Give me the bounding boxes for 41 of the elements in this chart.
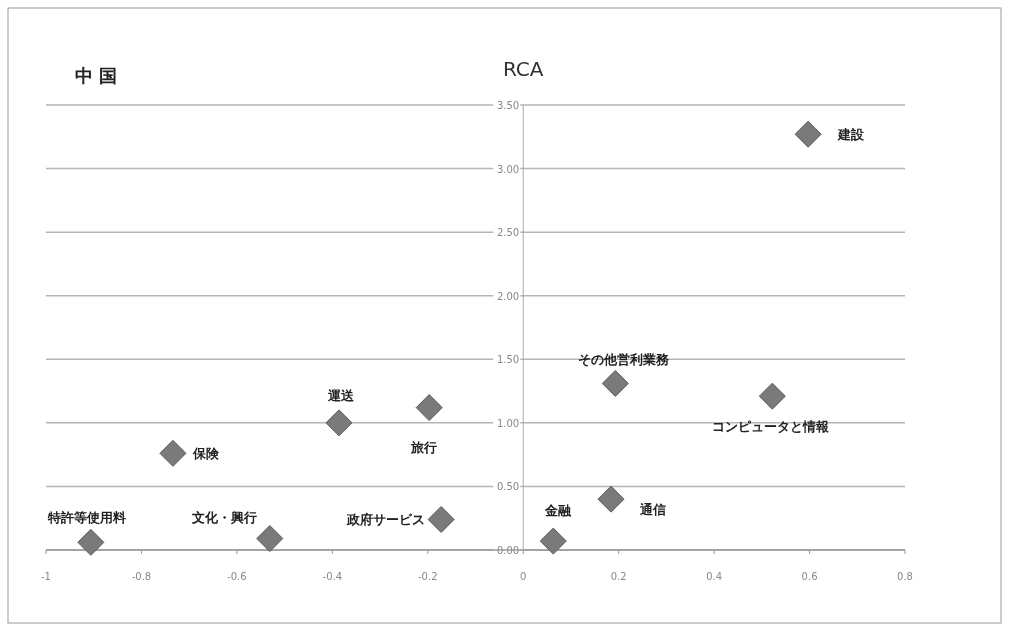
x-tick-label: -0.4 [322, 571, 343, 582]
x-tick-label: 0 [520, 571, 527, 582]
x-tick-label: -0.2 [418, 571, 438, 582]
annotation: 保険 [191, 446, 220, 462]
annotation: その他営利業務 [578, 352, 671, 368]
point [415, 394, 443, 422]
y-tick-label: 1.50 [496, 354, 520, 366]
point [77, 528, 105, 556]
y-tick-label: 2.50 [496, 227, 520, 239]
point [159, 439, 187, 467]
annotation: 政府サービス [346, 512, 426, 528]
annotation: 建設 [837, 127, 866, 143]
point [597, 485, 625, 513]
x-tick-label: -0.6 [227, 571, 247, 582]
y-tick-label: 3.00 [496, 163, 520, 175]
annotation: 通信 [639, 502, 667, 518]
point [758, 382, 786, 410]
x-tick-label: 0.6 [801, 571, 818, 582]
point [539, 527, 567, 555]
annotation: 金融 [544, 503, 573, 519]
annotation: 運送 [327, 387, 356, 403]
point [427, 505, 455, 533]
y-axis-title: RCA [502, 57, 544, 81]
y-tick-label: 1.00 [496, 417, 520, 429]
x-tick-label: -1 [41, 571, 51, 582]
annotation: 文化・興行 [190, 509, 257, 525]
x-tick-label: 0.8 [897, 571, 913, 582]
x-tick-label: -0.8 [131, 571, 152, 582]
annotation: 特許等使用料 [46, 510, 126, 526]
point [601, 369, 629, 397]
annotation: コンピュータと情報 [712, 419, 831, 435]
y-tick-label: 0.50 [496, 481, 520, 493]
point [794, 120, 822, 148]
point [325, 409, 353, 437]
x-tick-label: 0.2 [610, 571, 627, 582]
x-tick-label: 0.4 [706, 571, 723, 582]
annotation: 旅行 [410, 439, 438, 455]
y-tick-label: 2.00 [496, 290, 520, 302]
chart-title: 中 国 [75, 65, 118, 86]
point [256, 525, 284, 553]
y-tick-label: 3.50 [496, 100, 520, 111]
